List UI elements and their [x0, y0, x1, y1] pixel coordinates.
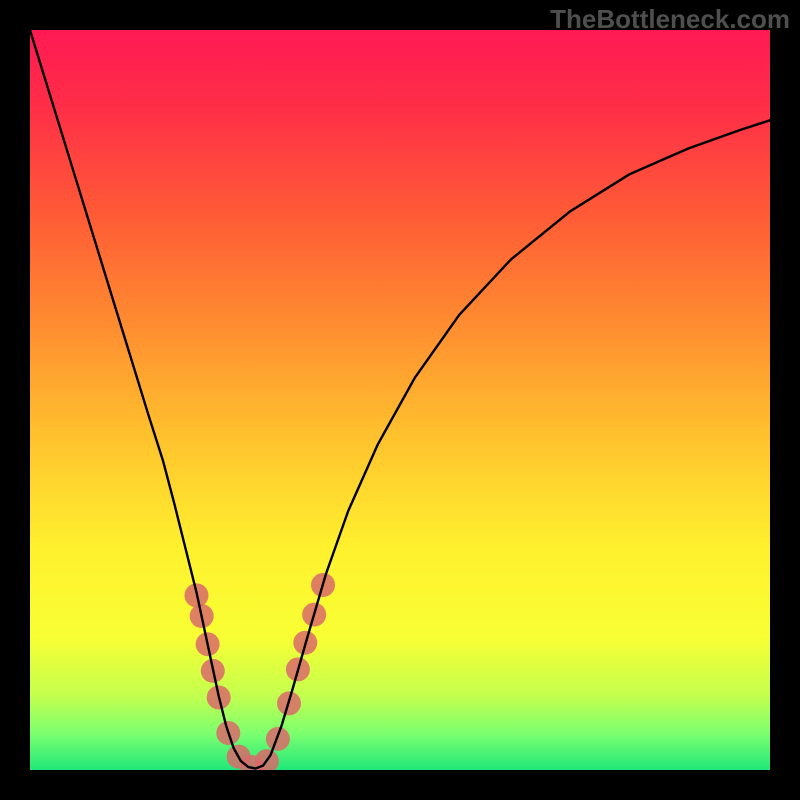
plot-area	[30, 30, 770, 770]
marker-dot	[266, 727, 290, 751]
plot-svg	[30, 30, 770, 770]
gradient-background	[30, 30, 770, 770]
watermark-text: TheBottleneck.com	[550, 4, 790, 35]
